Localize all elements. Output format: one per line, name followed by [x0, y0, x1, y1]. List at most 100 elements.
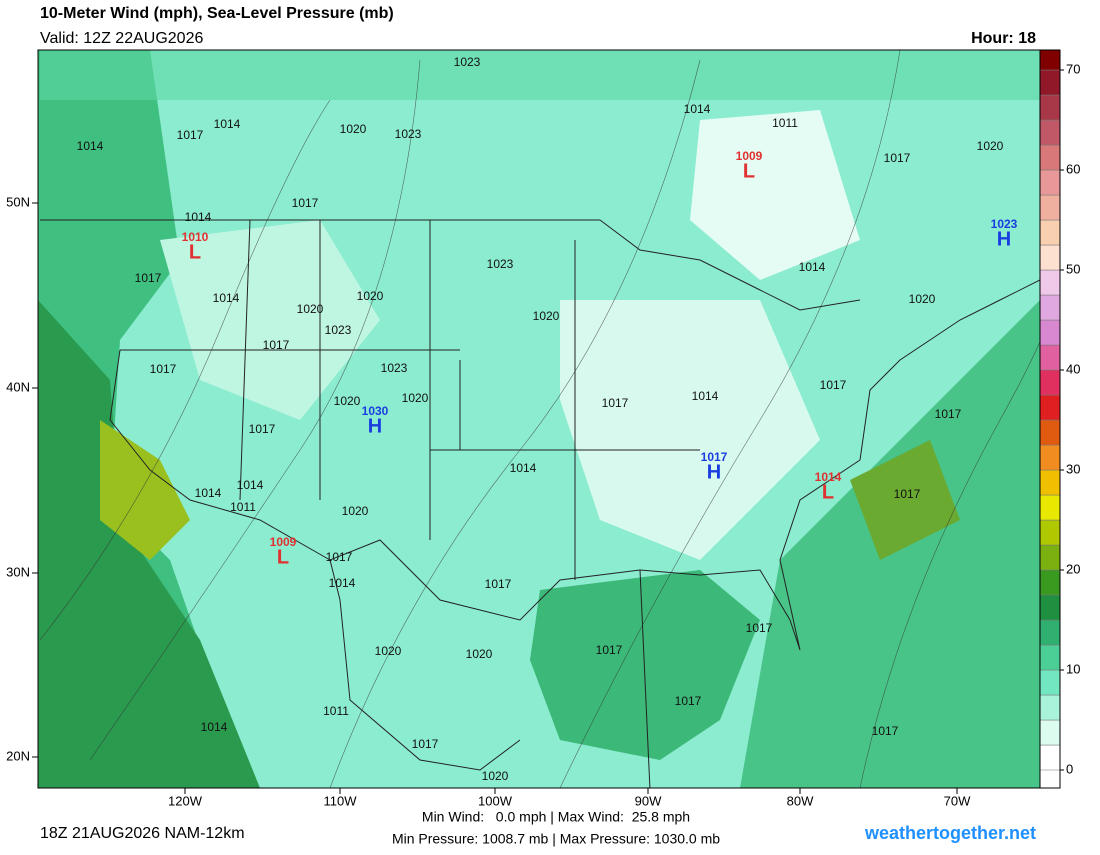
isobar-label: 1014: [213, 291, 240, 305]
isobar-label: 1017: [249, 422, 276, 436]
isobar-label: 1020: [482, 769, 509, 783]
pressure-range: Min Pressure: 1008.7 mb | Max Pressure: …: [392, 831, 720, 847]
isobar-label: 1014: [329, 576, 356, 590]
isobar-label: 1020: [977, 139, 1004, 153]
isobar-label: 1014: [195, 486, 222, 500]
colorbar-frame: [1039, 49, 1061, 789]
colorbar-bin: [1039, 669, 1061, 696]
isobar-label: 1020: [297, 302, 324, 316]
isobar-label: 1014: [185, 210, 212, 224]
isobar-label: 1014: [201, 720, 228, 734]
colorbar-bin: [1039, 419, 1061, 446]
colorbar-bin: [1039, 744, 1061, 771]
colorbar-bin: [1039, 94, 1061, 121]
lon-label: 110W: [324, 793, 358, 808]
colorbar-bin: [1039, 619, 1061, 646]
lon-label: 120W: [168, 793, 203, 808]
isobar-label: 1017: [485, 577, 512, 591]
isobar-label: 1020: [533, 309, 560, 323]
isobar-label: 1020: [909, 292, 936, 306]
colorbar-bin: [1039, 169, 1061, 196]
colorbar-label: 40: [1066, 361, 1080, 376]
isobar-label: 1011: [323, 704, 349, 718]
isobar-label: 1011: [772, 116, 798, 130]
colorbar-bin: [1039, 594, 1061, 621]
isobar-label: 1017: [884, 151, 911, 165]
lon-label: 100W: [478, 793, 513, 808]
isobar-label: 1020: [357, 289, 384, 303]
colorbar-bin: [1039, 219, 1061, 246]
center-symbol: H: [368, 415, 382, 437]
center-symbol: L: [277, 546, 289, 568]
isobar-label: 1023: [454, 55, 481, 69]
valid-time: Valid: 12Z 22AUG2026: [40, 30, 203, 47]
colorbar-bin: [1039, 244, 1061, 271]
colorbar-bin: [1039, 469, 1061, 496]
colorbar-bin: [1039, 519, 1061, 546]
isobar-label: 1014: [77, 139, 104, 153]
lon-label: 80W: [787, 793, 814, 808]
wind-range: Min Wind: 0.0 mph | Max Wind: 25.8 mph: [422, 809, 690, 825]
isobar-label: 1017: [602, 396, 629, 410]
center-value: 1014: [815, 470, 842, 484]
center-symbol: H: [997, 228, 1011, 250]
isobar-label: 1023: [381, 361, 408, 375]
colorbar-bin: [1039, 394, 1061, 421]
colorbar-bin: [1039, 49, 1061, 71]
isobar-label: 1014: [799, 260, 826, 274]
isobar-label: 1017: [326, 550, 353, 564]
isobar-label: 1017: [150, 362, 177, 376]
isobar-label: 1023: [395, 127, 422, 141]
colorbar-bin: [1039, 194, 1061, 221]
isobar-label: 1017: [820, 378, 847, 392]
isobar-label: 1014: [510, 461, 537, 475]
colorbar-bin: [1039, 694, 1061, 721]
isobar-label: 1020: [340, 122, 367, 136]
isobar-label: 1023: [487, 257, 514, 271]
isobar-label: 1017: [675, 694, 702, 708]
center-symbol: L: [189, 241, 201, 263]
center-value: 1030: [362, 404, 389, 418]
site-credit: weathertogether.net: [864, 823, 1036, 843]
lon-label: 70W: [944, 793, 971, 808]
center-value: 1009: [270, 535, 297, 549]
isobar-label: 1017: [263, 338, 290, 352]
isobar-label: 1011: [230, 500, 256, 514]
colorbar-bin: [1039, 69, 1061, 96]
isobar-label: 1014: [214, 117, 241, 131]
lat-label: 30N: [6, 564, 30, 579]
colorbar-label: 20: [1066, 561, 1080, 576]
isobar-label: 1017: [292, 196, 319, 210]
lat-label: 40N: [6, 379, 30, 394]
colorbar-bin: [1039, 544, 1061, 571]
isobar-label: 1023: [325, 323, 352, 337]
isobar-label: 1020: [375, 644, 402, 658]
isobar-label: 1017: [412, 737, 439, 751]
isobar-label: 1017: [596, 643, 623, 657]
title: 10-Meter Wind (mph), Sea-Level Pressure …: [40, 5, 394, 22]
colorbar-bin: [1039, 494, 1061, 521]
lat-label: 50N: [6, 194, 30, 209]
colorbar-bin: [1039, 344, 1061, 371]
center-symbol: L: [822, 481, 834, 503]
lat-label: 20N: [6, 748, 30, 763]
center-symbol: L: [743, 160, 755, 182]
isobar-label: 1017: [894, 487, 921, 501]
isobar-label: 1017: [935, 407, 962, 421]
isobar-label: 1014: [237, 478, 264, 492]
colorbar-bin: [1039, 444, 1061, 471]
colorbar-bin: [1039, 119, 1061, 146]
colorbar-label: 50: [1066, 261, 1080, 276]
colorbar-bin: [1039, 369, 1061, 396]
isobar-label: 1017: [746, 621, 773, 635]
isobar-label: 1014: [692, 389, 719, 403]
map-field: [38, 50, 1040, 788]
forecast-hour: Hour: 18: [971, 30, 1036, 47]
isobar-label: 1014: [684, 102, 711, 116]
colorbar-label: 30: [1066, 461, 1080, 476]
colorbar-bin: [1039, 569, 1061, 596]
colorbar-label: 0: [1066, 761, 1073, 776]
colorbar-bin: [1039, 719, 1061, 746]
center-symbol: H: [707, 461, 721, 483]
